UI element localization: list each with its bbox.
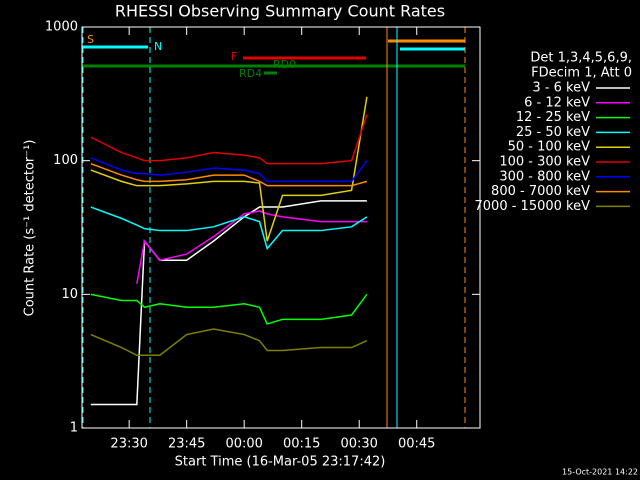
- series-line: [90, 96, 368, 242]
- flags: [82, 27, 466, 428]
- legend-label: 100 - 300 keV: [499, 155, 590, 170]
- legend-label: 50 - 100 keV: [508, 140, 591, 155]
- x-tick-label: 23:45: [168, 437, 205, 452]
- legend-label: 7000 - 15000 keV: [475, 199, 591, 214]
- flag-label: N: [154, 40, 162, 53]
- legend-label: 800 - 7000 keV: [491, 184, 590, 199]
- flag-label: RD4: [239, 67, 262, 80]
- legend-label: 3 - 6 keV: [532, 81, 590, 96]
- series-line: [90, 162, 368, 187]
- plot-frame: [81, 26, 481, 429]
- x-tick-label: 00:45: [398, 437, 435, 452]
- series-line: [136, 210, 367, 284]
- x-tick-label: 00:30: [340, 437, 377, 452]
- flag-label: RD0: [273, 58, 296, 71]
- series-line: [90, 328, 368, 357]
- series-line: [90, 157, 368, 183]
- y-tick-label: 1: [70, 421, 78, 436]
- x-axis-label: Start Time (16-Mar-05 23:17:42): [175, 455, 386, 470]
- legend-title: Det 1,3,4,5,6,9,: [530, 51, 632, 66]
- series-line: [90, 114, 368, 165]
- x-tick-label: 00:15: [283, 437, 320, 452]
- series-line: [90, 200, 367, 406]
- legend-title: FDecim 1, Att 0: [531, 66, 632, 81]
- chart-title: RHESSI Observing Summary Count Rates: [115, 2, 445, 21]
- legend-label: 6 - 12 keV: [524, 95, 590, 110]
- legend-label: 25 - 50 keV: [516, 125, 590, 140]
- legend-label: 12 - 25 keV: [516, 110, 590, 125]
- x-tick-label: 23:30: [110, 437, 147, 452]
- y-tick-label: 100: [53, 153, 78, 168]
- footer: 15-Oct-2021 14:22: [562, 468, 638, 477]
- series-line: [90, 206, 368, 251]
- flag-label: S: [87, 33, 94, 46]
- legend-label: 300 - 800 keV: [499, 169, 590, 184]
- flag-label: F: [231, 50, 237, 63]
- series-line: [90, 293, 368, 325]
- y-axis-label: Count Rate (s⁻¹ detector⁻¹): [23, 140, 38, 317]
- y-tick-label: 10: [61, 287, 78, 302]
- y-tick-label: 1000: [45, 20, 78, 35]
- x-tick-label: 00:00: [225, 437, 262, 452]
